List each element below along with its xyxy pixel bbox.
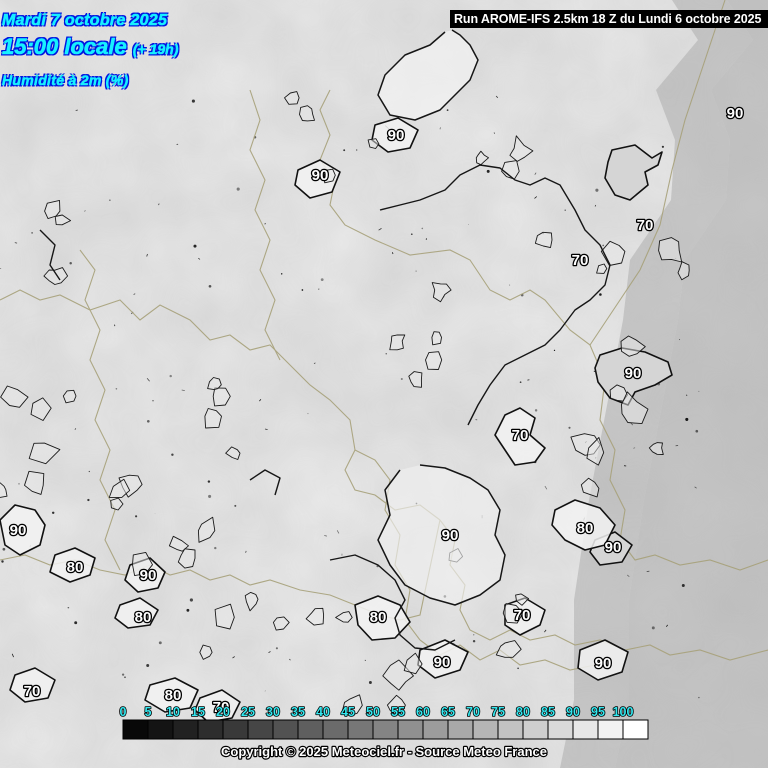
svg-text:90: 90	[434, 654, 451, 671]
svg-text:95: 95	[591, 705, 605, 719]
svg-text:80: 80	[577, 520, 594, 537]
svg-text:70: 70	[514, 607, 531, 624]
svg-text:70: 70	[466, 705, 480, 719]
svg-text:45: 45	[341, 705, 355, 719]
svg-text:90: 90	[727, 105, 744, 122]
svg-text:100: 100	[613, 705, 634, 719]
svg-text:35: 35	[291, 705, 305, 719]
svg-text:90: 90	[625, 365, 642, 382]
svg-text:10: 10	[166, 705, 180, 719]
svg-text:5: 5	[145, 705, 152, 719]
svg-text:Copyright © 2025 Meteociel.fr: Copyright © 2025 Meteociel.fr - Source M…	[221, 744, 547, 759]
svg-text:40: 40	[316, 705, 330, 719]
svg-text:80: 80	[135, 609, 152, 626]
svg-text:85: 85	[541, 705, 555, 719]
svg-text:70: 70	[637, 217, 654, 234]
svg-text:90: 90	[595, 655, 612, 672]
svg-text:90: 90	[566, 705, 580, 719]
svg-text:80: 80	[370, 609, 387, 626]
svg-text:20: 20	[216, 705, 230, 719]
svg-text:65: 65	[441, 705, 455, 719]
svg-text:75: 75	[491, 705, 505, 719]
svg-text:90: 90	[442, 527, 459, 544]
svg-text:90: 90	[10, 522, 27, 539]
svg-text:30: 30	[266, 705, 280, 719]
svg-text:70: 70	[572, 252, 589, 269]
svg-text:70: 70	[24, 683, 41, 700]
svg-text:0: 0	[120, 705, 127, 719]
svg-text:80: 80	[67, 559, 84, 576]
svg-text:90: 90	[140, 567, 157, 584]
svg-text:90: 90	[388, 127, 405, 144]
svg-text:15: 15	[191, 705, 205, 719]
svg-text:55: 55	[391, 705, 405, 719]
svg-text:60: 60	[416, 705, 430, 719]
svg-text:80: 80	[516, 705, 530, 719]
svg-text:50: 50	[366, 705, 380, 719]
svg-text:25: 25	[241, 705, 255, 719]
svg-text:90: 90	[312, 167, 329, 184]
svg-text:70: 70	[512, 427, 529, 444]
svg-text:Run AROME-IFS 2.5km 18 Z du Lu: Run AROME-IFS 2.5km 18 Z du Lundi 6 octo…	[454, 12, 761, 26]
svg-text:80: 80	[165, 687, 182, 704]
svg-text:90: 90	[605, 539, 622, 556]
